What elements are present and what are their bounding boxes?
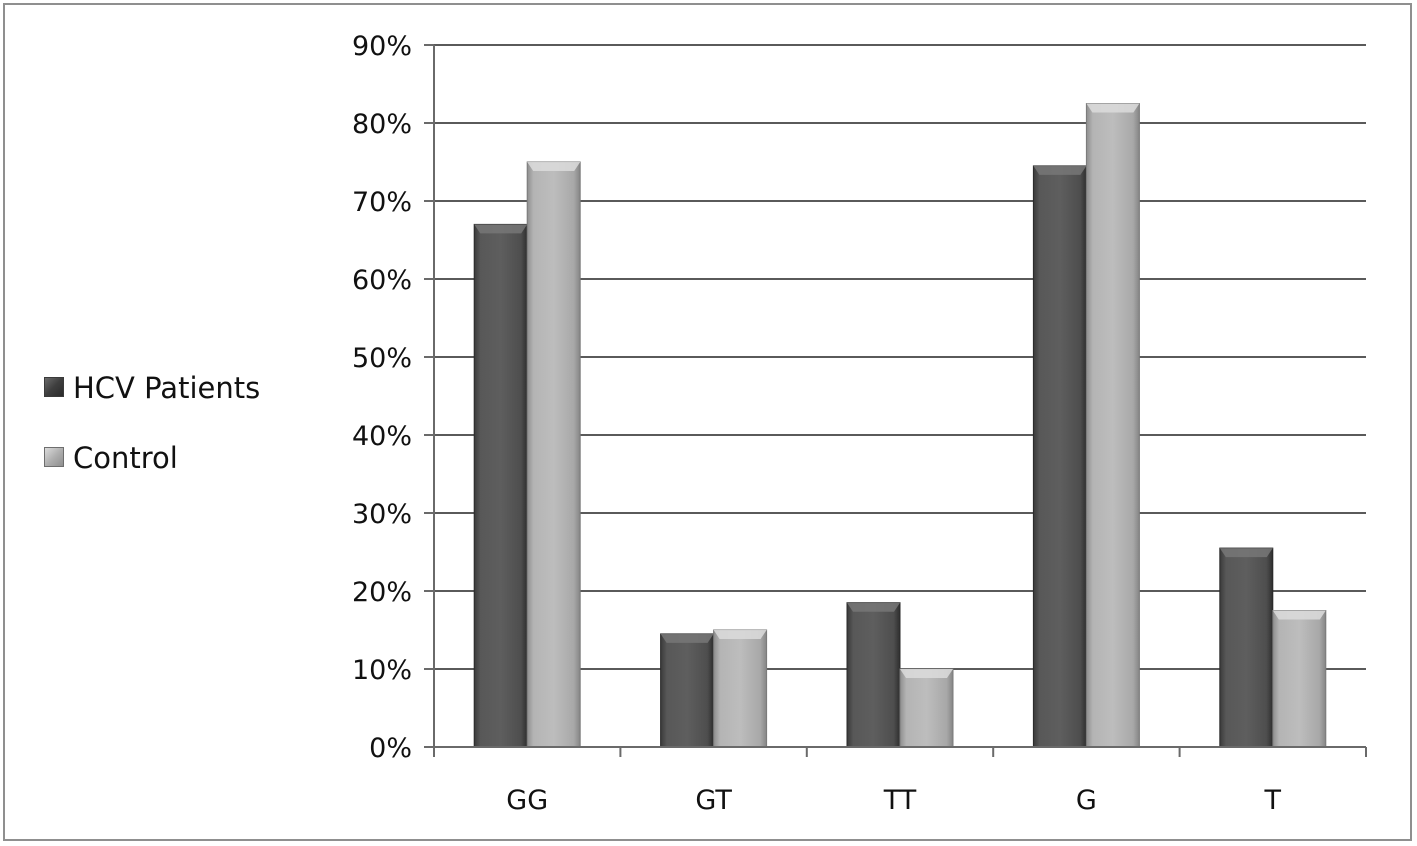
bar-cap-hcv-patients-tt: [847, 602, 900, 612]
bar-cap-hcv-patients-g: [1033, 165, 1087, 175]
y-tick-label: 60%: [352, 265, 412, 296]
bar-hcv-patients-gt: [660, 633, 715, 748]
y-tick-label: 90%: [352, 31, 412, 62]
legend-item-hcv-patients: HCV Patients: [44, 368, 304, 408]
y-tick-label: 40%: [352, 421, 412, 452]
y-tick-label: 20%: [352, 577, 412, 608]
x-tick-label-t: T: [1264, 785, 1282, 816]
x-tick-label-gg: GG: [506, 785, 548, 816]
legend-swatch-control: [44, 447, 64, 467]
bar-cap-hcv-patients-t: [1219, 548, 1273, 558]
y-tick-label: 70%: [352, 187, 412, 218]
bar-control-gt: [713, 629, 768, 748]
legend-label-control: Control: [73, 441, 178, 475]
bar-hcv-patients-tt: [846, 602, 901, 748]
bar-hcv-patients-g: [1032, 165, 1087, 748]
y-tick-label: 80%: [352, 109, 412, 140]
bar-control-t: [1272, 610, 1327, 748]
bar-control-tt: [899, 668, 954, 748]
bar-cap-control-tt: [900, 669, 953, 678]
bar-cap-control-t: [1272, 610, 1326, 620]
y-tick-label: 0%: [369, 733, 412, 764]
legend-item-control: Control: [44, 438, 304, 478]
bar-cap-hcv-patients-gg: [474, 224, 528, 234]
y-tick-label: 50%: [352, 343, 412, 374]
legend-label-hcv-patients: HCV Patients: [73, 371, 261, 405]
y-tick-label: 30%: [352, 499, 412, 530]
bar-control-gg: [526, 161, 581, 748]
y-tick-label: 10%: [352, 655, 412, 686]
bar-cap-hcv-patients-gt: [660, 633, 714, 643]
x-tick-label-g: G: [1076, 785, 1097, 816]
bar-cap-control-g: [1086, 103, 1140, 113]
legend-swatch-hcv-patients: [44, 377, 64, 397]
bar-cap-control-gg: [527, 162, 581, 171]
bar-cap-control-gt: [713, 630, 767, 639]
bar-hcv-patients-t: [1219, 547, 1274, 748]
bar-control-g: [1085, 103, 1140, 748]
x-tick-label-tt: TT: [883, 785, 917, 816]
bar-hcv-patients-gg: [473, 223, 528, 748]
x-tick-label-gt: GT: [695, 785, 732, 816]
